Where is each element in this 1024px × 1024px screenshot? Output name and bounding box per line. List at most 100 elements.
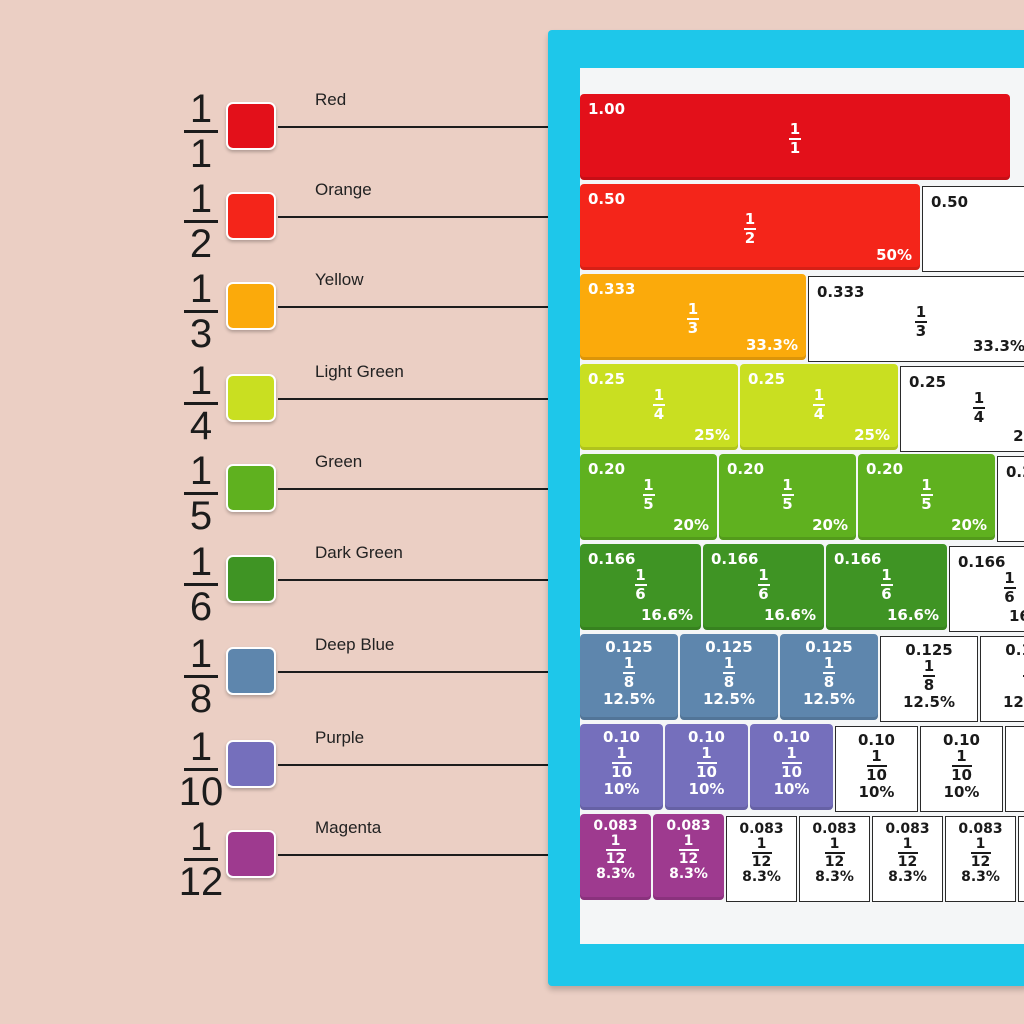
legend-row-orange: 1 2 Orange [0,179,632,270]
fraction-bar [897,852,918,854]
tile-decimal: 0.10 [687,728,725,746]
fraction-tile-1-5[interactable]: 0.20 1 5 20% [858,454,995,540]
legend-swatch [226,192,276,240]
fraction-bar [824,852,845,854]
tile-numerator: 1 [915,303,927,321]
legend-swatch [226,464,276,512]
fraction-tile-1-6[interactable]: 0.166 1 6 16.6% [580,544,701,630]
legend-denominator: 4 [189,404,213,448]
fraction-bar [184,310,218,313]
legend-color-label: Deep Blue [315,635,395,654]
tile-numerator: 1 [973,389,985,407]
tile-fraction: 18 [981,659,1024,693]
legend-swatch [226,740,276,788]
legend-color-label: Dark Green [315,543,403,562]
tile-denominator: 10 [1006,768,1024,783]
tile-percent: 10% [773,780,810,798]
legend-denominator: 12 [178,860,224,904]
fraction-tile-1-4[interactable]: 0.25 1 4 25% [740,364,898,450]
fraction-tile-1-12[interactable]: 0.083 1 12 8.3% [580,814,651,900]
leader-line [278,854,632,856]
leader-line [278,764,632,766]
fraction-tile-1-5[interactable]: 0.20 1 5 20% [580,454,717,540]
legend-row-red: 1 1 Red [0,87,632,180]
legend-color-label: Yellow [315,270,364,289]
tile-percent: 12.5% [902,693,956,711]
tile-percent: 16.6% [640,606,693,624]
legend-color-label: Green [315,452,363,471]
tile-numerator: 1 [1004,569,1015,587]
fraction-tile-1-6[interactable]: 0.166 1 6 16.6% [826,544,947,630]
fraction-bar [687,318,699,320]
fraction-tile-1-8[interactable]: 0.125 1 8 12.5% [580,634,678,720]
tile-decimal: 0.083 [1019,821,1024,837]
tile-denominator: 3 [687,319,699,337]
fraction-bar [696,762,717,764]
tile-fraction: 12 [923,215,1024,249]
fraction-tile-1-12[interactable]: 0.083 1 12 8.3% [653,814,724,900]
tile-decimal: 0.125 [605,638,653,656]
legend-numerator: 1 [189,87,213,131]
fraction-bar [920,494,933,496]
tile-decimal: 0.10 [857,731,895,749]
tile-numerator: 1 [653,386,665,404]
fraction-tile-1-8[interactable]: 0.125 1 8 12.5% [680,634,778,720]
tile-percent: 12.5% [802,690,856,708]
fraction-tile-1-1[interactable]: 1.00 1 1 [580,94,1010,180]
tile-percent: 25% [694,426,730,444]
tile-numerator: 1 [789,120,801,138]
tile-percent: 33.3% [972,337,1024,355]
empty-slot-1-3: 0.333 1 3 33.3% [808,276,1024,362]
tile-denominator: 1 [789,139,801,157]
fraction-tile-1-4[interactable]: 0.25 1 4 25% [580,364,738,450]
fraction-tile-1-6[interactable]: 0.166 1 6 16.6% [703,544,824,630]
fraction-tile-1-10[interactable]: 0.10 1 10 10% [750,724,833,810]
fraction-tile-1-3[interactable]: 0.333 1 3 33.3% [580,274,806,360]
tile-denominator: 6 [635,585,646,603]
tile-denominator: 5 [921,495,932,513]
tile-numerator: 1 [758,566,769,584]
leader-line [278,671,632,673]
fraction-bar [781,762,802,764]
tile-numerator: 1 [610,833,621,849]
tile-denominator: 8 [723,673,735,691]
tile-fraction: 15 [998,481,1024,515]
tile-denominator: 8 [923,676,935,694]
tile-decimal: 0.166 [834,550,882,568]
tile-denominator: 10 [611,763,632,781]
tile-percent: 25% [854,426,890,444]
tile-percent: 8.3% [1019,869,1024,885]
fraction-tiles: 1.00110.501250%0.501250%0.3331333.3%0.33… [580,68,1024,944]
tile-decimal: 0.083 [958,821,1003,837]
tile-decimal: 0.25 [748,370,786,388]
tile-denominator: 5 [782,495,793,513]
tile-percent: 12.5% [702,690,756,708]
tile-decimal: 0.20 [1006,463,1024,481]
tile-percent: 16.6% [763,606,816,624]
fraction-tile-1-2[interactable]: 0.50 1 2 50% [580,184,920,270]
fraction-bar [781,494,794,496]
fraction-tile-1-8[interactable]: 0.125 1 8 12.5% [780,634,878,720]
fraction-bar [184,583,218,586]
tile-decimal: 0.083 [666,818,711,834]
fraction-tile-1-5[interactable]: 0.20 1 5 20% [719,454,856,540]
fraction-tile-1-10[interactable]: 0.10 1 10 10% [665,724,748,810]
fraction-board-surface: 1.00110.501250%0.501250%0.3331333.3%0.33… [580,68,1024,944]
fraction-tile-1-10[interactable]: 0.10 1 10 10% [580,724,663,810]
tile-denominator: 10 [866,766,887,784]
